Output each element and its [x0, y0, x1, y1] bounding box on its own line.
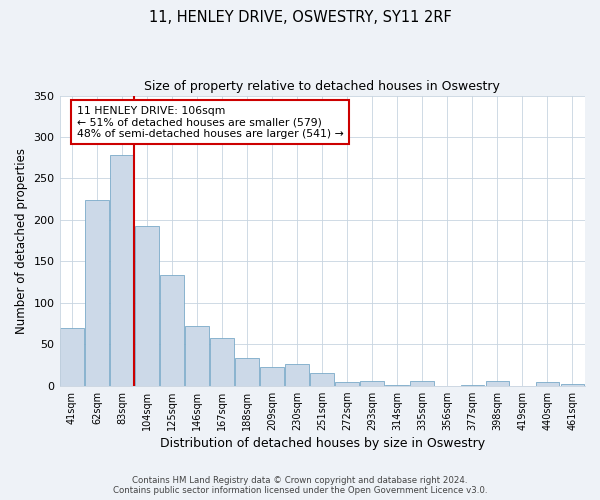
Bar	[536, 382, 559, 386]
Bar	[335, 382, 359, 386]
X-axis label: Distribution of detached houses by size in Oswestry: Distribution of detached houses by size …	[160, 437, 485, 450]
Bar	[385, 385, 409, 386]
Bar	[485, 380, 509, 386]
Bar	[185, 326, 209, 386]
Bar	[286, 364, 309, 386]
Bar	[310, 374, 334, 386]
Bar	[560, 384, 584, 386]
Bar	[135, 226, 159, 386]
Text: 11, HENLEY DRIVE, OSWESTRY, SY11 2RF: 11, HENLEY DRIVE, OSWESTRY, SY11 2RF	[149, 10, 451, 25]
Y-axis label: Number of detached properties: Number of detached properties	[15, 148, 28, 334]
Text: 11 HENLEY DRIVE: 106sqm
← 51% of detached houses are smaller (579)
48% of semi-d: 11 HENLEY DRIVE: 106sqm ← 51% of detache…	[77, 106, 343, 138]
Bar	[60, 328, 84, 386]
Bar	[160, 276, 184, 386]
Bar	[461, 385, 484, 386]
Bar	[110, 155, 134, 386]
Bar	[85, 200, 109, 386]
Bar	[210, 338, 234, 386]
Title: Size of property relative to detached houses in Oswestry: Size of property relative to detached ho…	[145, 80, 500, 93]
Bar	[410, 380, 434, 386]
Bar	[235, 358, 259, 386]
Bar	[361, 380, 384, 386]
Text: Contains HM Land Registry data © Crown copyright and database right 2024.
Contai: Contains HM Land Registry data © Crown c…	[113, 476, 487, 495]
Bar	[260, 366, 284, 386]
